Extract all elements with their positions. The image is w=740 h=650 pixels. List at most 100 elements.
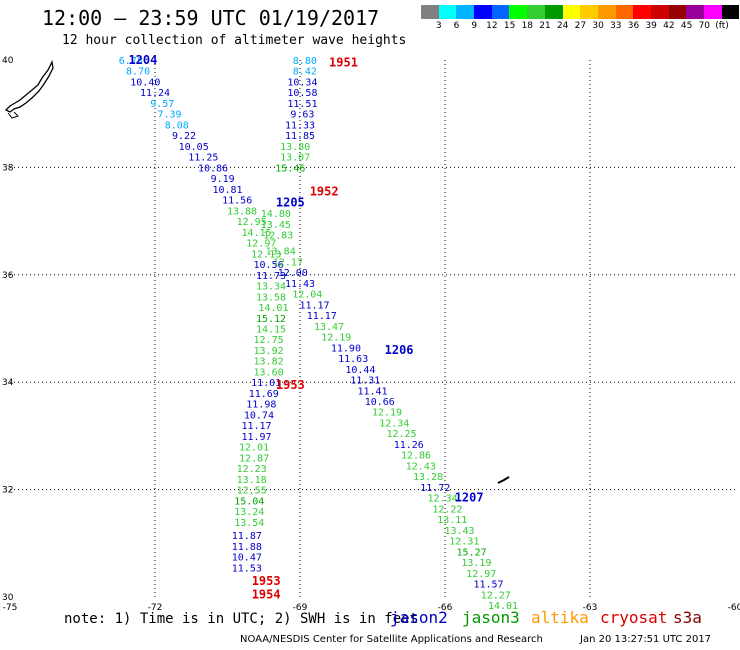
coastline-fragment — [7, 111, 19, 119]
wave-height-value: 10.05 — [179, 142, 209, 153]
wave-height-value: 12.17 — [273, 257, 303, 268]
legend-swatch — [509, 5, 528, 19]
wave-height-value: 11.85 — [285, 131, 315, 142]
wave-height-value: 13.34 — [256, 282, 286, 293]
legend-label: 70 — [698, 21, 711, 31]
wave-height-value: 11.72 — [420, 483, 450, 494]
wave-height-value: 12.34 — [379, 418, 409, 429]
wave-height-value: 13.88 — [227, 206, 257, 217]
wave-height-value: 14.01 — [258, 303, 288, 314]
wave-height-value: 12.04 — [292, 290, 322, 301]
wave-height-value: 12.87 — [239, 453, 269, 464]
legend-label: 36 — [627, 21, 640, 31]
wave-height-value: 9.63 — [290, 110, 314, 121]
wave-height-value: 11.17 — [307, 311, 337, 322]
wave-height-value: 14.15 — [241, 228, 271, 239]
wave-height-value: 12.55 — [237, 486, 267, 497]
wave-height-value: 11.97 — [241, 432, 271, 443]
wave-height-value: 13.58 — [256, 292, 286, 303]
wave-height-value: 13.82 — [254, 357, 284, 368]
legend-label: 42 — [663, 21, 675, 31]
wave-height-value: 12.13 — [251, 249, 281, 260]
pass-time-label: 1207 — [455, 491, 484, 505]
wave-height-value: 11.41 — [357, 386, 387, 397]
wave-height-value: 13.54 — [234, 518, 264, 529]
wave-height-value: 13.19 — [461, 558, 491, 569]
wave-height-value: 14.15 — [256, 325, 286, 336]
wave-height-value: 10.74 — [244, 410, 274, 421]
legend-label: 45 — [680, 21, 693, 31]
wave-height-value: 11.31 — [350, 376, 380, 387]
wave-height-value: 12.19 — [372, 408, 402, 419]
bermuda-island — [497, 476, 510, 484]
wave-height-value: 10.86 — [198, 163, 228, 174]
satellite-s3a-label: s3a — [673, 608, 702, 627]
wave-height-value: 12.25 — [386, 429, 416, 440]
satellite-altika-label: altika — [531, 608, 589, 627]
x-tick-label: -69 — [293, 603, 308, 613]
wave-height-value: 13.28 — [413, 472, 443, 483]
wave-height-value: 11.56 — [222, 196, 252, 207]
wave-height-value: 12.01 — [239, 443, 269, 454]
wave-height-value: 12.97 — [246, 239, 276, 250]
wave-height-value: 9.19 — [211, 174, 235, 185]
y-tick-label: 34 — [2, 378, 14, 388]
pass-time-label: 1953 — [252, 574, 281, 588]
wave-height-value: 11.88 — [232, 542, 262, 553]
legend-swatch — [456, 5, 475, 19]
wave-height-value: 12.43 — [406, 461, 436, 472]
wave-height-value: 12.97 — [466, 569, 496, 580]
wave-height-value: 11.17 — [241, 421, 271, 432]
legend-swatch — [704, 5, 722, 19]
wave-height-value: 12.95 — [237, 217, 267, 228]
wave-height-value: 12.19 — [321, 333, 351, 344]
satellite-jason2-label: jason2 — [390, 608, 448, 627]
wave-height-value: 10.58 — [287, 88, 317, 99]
wave-height-value: 13.18 — [237, 475, 267, 486]
legend-unit: (ft) — [715, 21, 729, 31]
legend-swatch — [438, 5, 457, 19]
wave-height-value: 13.47 — [314, 322, 344, 333]
legend-swatch — [527, 5, 545, 19]
wave-height-value: 11.26 — [394, 440, 424, 451]
y-tick-label: 36 — [2, 271, 14, 281]
y-tick-label: 32 — [2, 486, 13, 496]
wave-height-value: 12.22 — [432, 504, 462, 515]
wave-height-value: 11.98 — [246, 400, 276, 411]
legend-swatch — [633, 5, 651, 19]
y-tick-label: 40 — [2, 56, 14, 66]
wave-height-value: 6.78 — [119, 56, 143, 67]
wave-height-value: 11.24 — [140, 88, 170, 99]
wave-height-value: 10.56 — [254, 260, 284, 271]
wave-height-value: 10.47 — [232, 553, 262, 564]
x-tick-label: -72 — [148, 603, 163, 613]
wave-height-value: 13.92 — [254, 346, 284, 357]
legend-label: 21 — [539, 21, 551, 31]
legend-swatch — [562, 5, 581, 19]
satellite-cryosat-label: cryosat — [600, 608, 668, 627]
wave-height-value: 10.44 — [345, 365, 375, 376]
x-tick-label: -66 — [438, 603, 453, 613]
y-tick-label: 30 — [2, 593, 14, 603]
legend-label: 12 — [486, 21, 498, 31]
wave-height-value: 15.12 — [256, 314, 286, 325]
wave-height-value: 13.84 — [266, 247, 296, 258]
wave-height-value: 11.90 — [331, 343, 361, 354]
wave-height-value: 11.69 — [249, 389, 279, 400]
legend-swatch — [650, 5, 669, 19]
legend-swatch — [597, 5, 616, 19]
wave-height-value: 11.43 — [285, 279, 315, 290]
wave-height-value: 14.01 — [488, 601, 518, 612]
wave-height-value: 12.23 — [237, 464, 267, 475]
pass-time-label: 1204 — [128, 53, 157, 67]
legend-label: 30 — [592, 21, 604, 31]
wave-height-value: 10.40 — [130, 77, 160, 88]
coastline — [4, 59, 54, 113]
legend-swatch — [421, 5, 439, 19]
wave-height-value: 14.80 — [261, 209, 291, 220]
pass-time-label: 1205 — [276, 195, 305, 209]
pass-time-label: 1951 — [329, 56, 358, 70]
map-subtitle: 12 hour collection of altimeter wave hei… — [62, 33, 407, 48]
wave-height-value: 8.42 — [293, 67, 317, 78]
wave-height-value: 13.45 — [261, 220, 291, 231]
